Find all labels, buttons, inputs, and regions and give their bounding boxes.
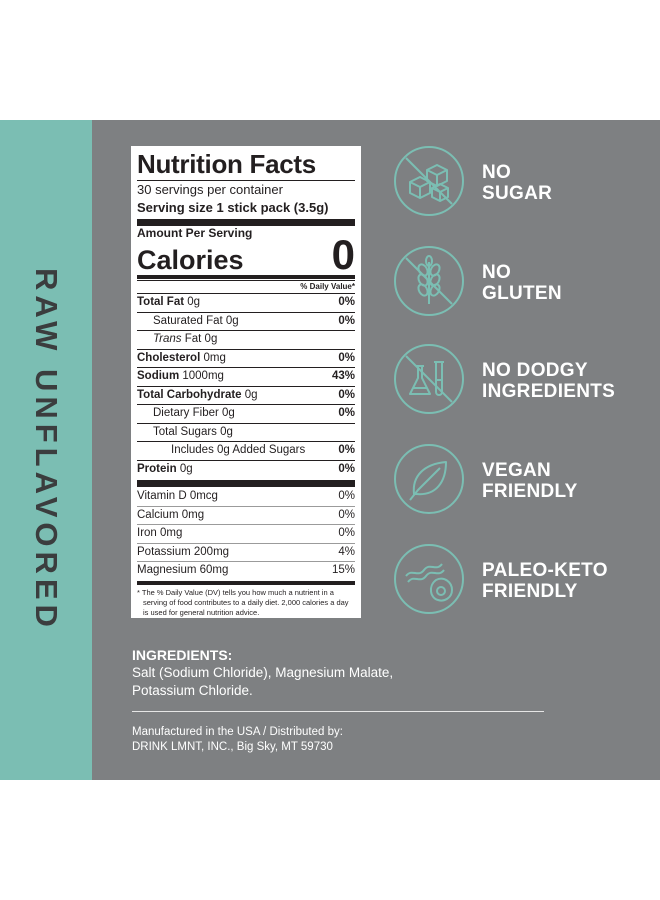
no-lab-flask-icon <box>394 344 464 414</box>
manufacturer-block: Manufactured in the USA / Distributed by… <box>132 725 343 755</box>
vitamin-row-vitamin-d: Vitamin D 0mcg 0% <box>137 490 355 502</box>
no-wheat-icon <box>394 246 464 316</box>
flavor-label: RAW UNFLAVORED <box>29 268 64 632</box>
ingredients-line: Salt (Sodium Chloride), Magnesium Malate… <box>132 665 394 680</box>
calories-value: 0 <box>331 231 355 278</box>
claim-text: PALEO-KETO FRIENDLY <box>482 560 608 602</box>
ingredients-line: Potassium Chloride. <box>132 683 253 698</box>
nutrient-row-total-sugars: Total Sugars 0g <box>137 422 355 442</box>
daily-value-footnote: * The % Daily Value (DV) tells you how m… <box>137 587 349 617</box>
serving-size: Serving size 1 stick pack (3.5g) <box>137 200 329 215</box>
ingredients-title: INGREDIENTS: <box>132 647 233 663</box>
nutrient-row-sodium: Sodium 1000mg 43% <box>137 367 355 386</box>
vitamin-row-calcium: Calcium 0mg 0% <box>137 505 355 525</box>
daily-value-header: % Daily Value* <box>137 280 355 293</box>
nutrition-title: Nutrition Facts <box>137 149 316 179</box>
no-sugar-cubes-icon <box>394 146 464 216</box>
amount-per-serving: Amount Per Serving <box>137 226 253 240</box>
leaf-icon <box>394 444 464 514</box>
claim-vegan-friendly: VEGAN FRIENDLY <box>394 444 660 518</box>
nutrient-row-cholesterol: Cholesterol 0mg 0% <box>137 348 355 368</box>
bacon-avocado-icon <box>394 544 464 614</box>
claim-no-dodgy-ingredients: NO DODGY INGREDIENTS <box>394 344 660 418</box>
side-stripe: RAW UNFLAVORED <box>0 120 92 780</box>
nutrient-row-protein: Protein 0g 0% <box>137 459 355 479</box>
calories-label: Calories <box>137 245 244 275</box>
claim-no-gluten: NO GLUTEN <box>394 246 660 320</box>
claim-text: NO SUGAR <box>482 162 553 204</box>
nutrient-row-total-carbohydrate: Total Carbohydrate 0g 0% <box>137 385 355 405</box>
divider <box>132 711 544 712</box>
ingredients-block: INGREDIENTS: Salt (Sodium Chloride), Mag… <box>132 646 393 700</box>
vitamin-row-potassium: Potassium 200mg 4% <box>137 542 355 562</box>
nutrient-row-total-fat: Total Fat 0g 0% <box>137 293 355 312</box>
nutrient-row-dietary-fiber: Dietary Fiber 0g 0% <box>137 404 355 423</box>
claim-no-sugar: NO SUGAR <box>394 146 660 220</box>
nutrient-row-trans-fat: Trans Fat 0g <box>137 330 355 349</box>
claim-text: VEGAN FRIENDLY <box>482 460 578 502</box>
claim-text: NO DODGY INGREDIENTS <box>482 360 616 402</box>
claim-text: NO GLUTEN <box>482 262 562 304</box>
nutrient-row-saturated-fat: Saturated Fat 0g 0% <box>137 311 355 331</box>
vitamin-row-magnesium: Magnesium 60mg 15% <box>137 561 355 580</box>
nutrition-facts-panel: Nutrition Facts 30 servings per containe… <box>131 146 361 618</box>
vitamin-row-iron: Iron 0mg 0% <box>137 524 355 543</box>
claim-paleo-keto-friendly: PALEO-KETO FRIENDLY <box>394 544 660 618</box>
manufacturer-line: Manufactured in the USA / Distributed by… <box>132 726 343 738</box>
manufacturer-line: DRINK LMNT, INC., Big Sky, MT 59730 <box>132 741 333 753</box>
servings-per-container: 30 servings per container <box>137 182 283 197</box>
calories-row: Calories 0 <box>137 234 355 276</box>
nutrient-row-added-sugars: Includes 0g Added Sugars 0% <box>137 441 355 460</box>
